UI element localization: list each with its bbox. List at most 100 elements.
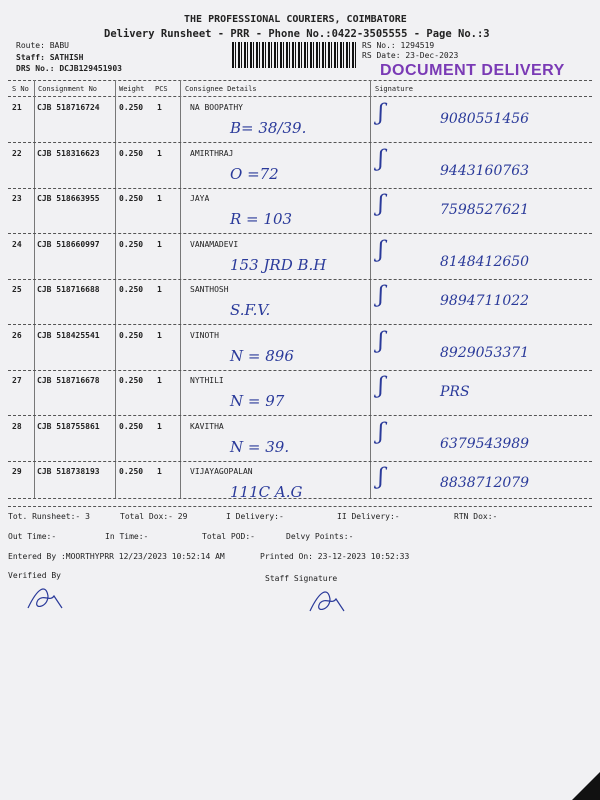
row-consignment-no: CJB 518425541 bbox=[37, 330, 100, 340]
row-weight: 0.250 bbox=[119, 330, 144, 340]
table-row-divider bbox=[8, 415, 592, 416]
barcode bbox=[232, 42, 357, 68]
row-pcs: 1 bbox=[157, 285, 162, 294]
row-weight: 0.250 bbox=[119, 285, 144, 294]
table-row-divider bbox=[8, 278, 592, 280]
total-dox: Total Dox:- 29 bbox=[120, 512, 188, 521]
document-delivery-stamp: DOCUMENT DELIVERY bbox=[380, 62, 565, 79]
row-consignee-name: VANAMADEVI bbox=[190, 239, 239, 249]
drs-number: DRS No.: DCJB129451903 bbox=[16, 64, 122, 73]
row-sno: 23 bbox=[12, 194, 22, 203]
row-handwritten-note: N = 896 bbox=[230, 346, 294, 365]
row-handwritten-note: R = 103 bbox=[230, 210, 293, 228]
recipient-signature: ʃ bbox=[378, 146, 384, 172]
row-consignee-name: VIJAYAGOPALAN bbox=[190, 467, 253, 476]
table-row-divider bbox=[8, 460, 592, 462]
row-consignee-name: SANTHOSH bbox=[190, 285, 229, 294]
row-consignee-name: AMIRTHRAJ bbox=[190, 148, 234, 158]
row-consignee-name: NYTHILI bbox=[190, 376, 224, 385]
row-pcs: 1 bbox=[157, 330, 162, 340]
table-row-divider bbox=[8, 506, 592, 507]
company-name: THE PROFESSIONAL COURIERS, COIMBATORE bbox=[184, 14, 407, 25]
staff-signature-mark bbox=[309, 591, 345, 612]
recipient-signature: ʃ bbox=[378, 237, 384, 263]
row-handwritten-phone: 8929053371 bbox=[440, 344, 530, 361]
row-pcs: 1 bbox=[157, 148, 162, 158]
total-pod: Total POD:- bbox=[202, 532, 255, 541]
row-weight: 0.250 bbox=[119, 239, 144, 249]
row-consignee-name: JAYA bbox=[190, 194, 210, 203]
col-pcs: PCS bbox=[155, 85, 168, 93]
route: Route: BABU bbox=[16, 41, 69, 50]
row-pcs: 1 bbox=[157, 103, 162, 112]
table-row-divider bbox=[8, 142, 592, 143]
row-consignee-name: VINOTH bbox=[190, 330, 219, 340]
row-sno: 27 bbox=[12, 376, 22, 385]
row-consignment-no: CJB 518316623 bbox=[37, 148, 100, 158]
table-row-divider bbox=[8, 233, 592, 234]
row-handwritten-phone: 9894711022 bbox=[440, 293, 530, 309]
row-weight: 0.250 bbox=[119, 376, 144, 385]
col-sno: S No bbox=[12, 85, 29, 93]
row-pcs: 1 bbox=[157, 194, 162, 203]
row-weight: 0.250 bbox=[119, 421, 144, 431]
i-delivery: I Delivery:- bbox=[226, 512, 284, 521]
row-handwritten-phone: 9443160763 bbox=[440, 162, 530, 179]
row-sno: 25 bbox=[12, 285, 22, 294]
row-handwritten-note: S.F.V. bbox=[230, 301, 271, 319]
row-sno: 24 bbox=[12, 239, 22, 249]
table-row-divider bbox=[8, 324, 592, 325]
rs-number: RS No.: 1294519 bbox=[362, 41, 435, 50]
row-handwritten-phone: 8838712079 bbox=[440, 475, 530, 491]
row-pcs: 1 bbox=[157, 239, 162, 249]
row-pcs: 1 bbox=[157, 376, 162, 385]
row-handwritten-phone: 9080551456 bbox=[440, 111, 530, 127]
row-consignment-no: CJB 518716678 bbox=[37, 376, 100, 385]
row-handwritten-phone: 8148412650 bbox=[440, 253, 530, 270]
row-sno: 28 bbox=[12, 421, 22, 431]
scan-corner bbox=[572, 772, 600, 800]
table-row-divider bbox=[8, 369, 592, 371]
row-consignee-name: KAVITHA bbox=[190, 421, 224, 431]
ii-delivery: II Delivery:- bbox=[337, 512, 400, 521]
row-sno: 26 bbox=[12, 330, 22, 340]
row-handwritten-phone: PRS bbox=[440, 384, 470, 400]
row-consignment-no: CJB 518660997 bbox=[37, 239, 100, 249]
recipient-signature: ʃ bbox=[378, 374, 384, 399]
row-consignment-no: CJB 518663955 bbox=[37, 194, 100, 203]
row-consignment-no: CJB 518716724 bbox=[37, 103, 100, 112]
row-handwritten-note: N = 97 bbox=[230, 392, 285, 410]
row-weight: 0.250 bbox=[119, 103, 144, 112]
rtn-dox: RTN Dox:- bbox=[454, 512, 498, 521]
table-row-divider bbox=[8, 187, 592, 189]
recipient-signature: ʃ bbox=[378, 328, 384, 354]
row-weight: 0.250 bbox=[119, 148, 144, 158]
verified-by: Verified By bbox=[8, 571, 61, 580]
staff: Staff: SATHISH bbox=[16, 53, 84, 62]
tot-runsheet: Tot. Runsheet:- 3 bbox=[8, 512, 90, 521]
row-consignment-no: CJB 518716688 bbox=[37, 285, 100, 294]
row-pcs: 1 bbox=[157, 421, 162, 431]
printed-on: Printed On: 23-12-2023 10:52:33 bbox=[260, 552, 410, 561]
recipient-signature: ʃ bbox=[378, 101, 384, 126]
row-weight: 0.250 bbox=[119, 194, 144, 203]
recipient-signature: ʃ bbox=[378, 283, 384, 308]
row-sno: 21 bbox=[12, 103, 22, 112]
col-weight: Weight bbox=[119, 85, 145, 93]
row-handwritten-phone: 6379543989 bbox=[440, 435, 530, 452]
row-handwritten-phone: 7598527621 bbox=[440, 202, 530, 218]
row-consignment-no: CJB 518738193 bbox=[37, 467, 100, 476]
in-time: In Time:- bbox=[105, 532, 149, 541]
recipient-signature: ʃ bbox=[378, 465, 384, 490]
row-handwritten-note: O =72 bbox=[230, 164, 279, 183]
document-title: Delivery Runsheet - PRR - Phone No.:0422… bbox=[104, 28, 490, 40]
col-consignee: Consignee Details bbox=[185, 85, 257, 93]
out-time: Out Time:- bbox=[8, 532, 57, 541]
row-pcs: 1 bbox=[157, 467, 162, 476]
row-consignee-name: NA BOOPATHY bbox=[190, 103, 243, 112]
row-sno: 29 bbox=[12, 467, 22, 476]
col-consignment: Consignment No bbox=[38, 85, 98, 93]
row-handwritten-note: 111C A.G bbox=[230, 483, 303, 501]
row-sno: 22 bbox=[12, 148, 22, 158]
